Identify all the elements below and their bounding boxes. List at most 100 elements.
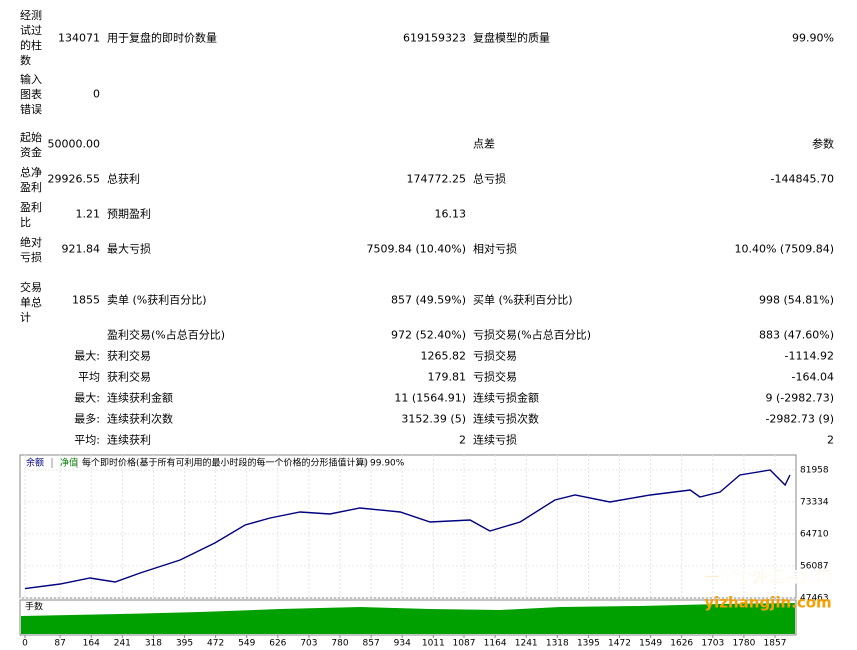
field-label: 总亏损	[473, 172, 506, 186]
field-label: 起始资金	[20, 131, 42, 159]
y-tick-label: 73334	[800, 498, 829, 508]
field-value: 921.84	[61, 242, 101, 256]
field-value: 1855	[72, 293, 100, 307]
field-value: 134071	[58, 31, 100, 45]
x-tick-label: 1626	[670, 639, 693, 649]
field-value: 619159323	[403, 31, 466, 45]
field-value: 7509.84 (10.40%)	[366, 242, 466, 256]
watermark: yizhangjin.com	[704, 594, 831, 612]
field-label: 复盘模型的质量	[473, 31, 550, 45]
x-tick-label: 395	[176, 639, 193, 649]
field-label: 盈利比	[20, 201, 42, 229]
x-tick-label: 1241	[515, 639, 538, 649]
watermark: 一掌金外汇资源网	[704, 568, 832, 587]
y-tick-label: 64710	[800, 530, 829, 540]
balance-line	[24, 469, 791, 590]
volume-label: 手数	[25, 601, 43, 613]
field-value: 0	[93, 87, 100, 101]
field-value: 2	[459, 433, 466, 447]
x-tick-label: 626	[269, 639, 286, 649]
field-label: 相对亏损	[473, 242, 517, 256]
x-tick-label: 87	[54, 639, 65, 649]
field-label: 预期盈利	[107, 207, 151, 221]
x-tick-label: 857	[363, 639, 380, 649]
field-value: 10.40% (7509.84)	[734, 242, 834, 256]
field-label: 亏损交易	[473, 370, 517, 384]
x-tick-label: 1472	[608, 639, 631, 649]
field-label: 点差	[473, 137, 495, 151]
field-value: 3152.39 (5)	[401, 412, 466, 426]
field-label: 用于复盘的即时价数量	[107, 31, 217, 45]
y-tick-label: 81958	[800, 466, 829, 476]
field-label: 经测试过的柱数	[20, 9, 42, 67]
field-value: -1114.92	[784, 349, 834, 363]
field-value: 平均	[78, 370, 100, 384]
x-tick-label: 318	[145, 639, 162, 649]
x-tick-label: 780	[331, 639, 348, 649]
legend-entry: 净值	[60, 457, 78, 469]
y-tick-label: 56087	[800, 561, 829, 571]
field-value: 11 (1564.91)	[394, 391, 466, 405]
legend-entry: 余额	[26, 457, 44, 469]
field-label: 买单 (%获利百分比)	[473, 293, 573, 307]
volume-area	[21, 603, 795, 634]
x-tick-label: 1011	[422, 639, 445, 649]
field-value: 最大:	[74, 349, 100, 363]
field-label: 最大亏损	[107, 242, 151, 256]
field-value: 883 (47.60%)	[758, 328, 834, 342]
field-label: 交易单总计	[20, 281, 42, 324]
x-tick-label: 472	[207, 639, 224, 649]
field-value: 最多:	[74, 412, 100, 426]
field-label: 总净盈利	[20, 166, 42, 194]
field-value: 857 (49.59%)	[390, 293, 466, 307]
x-tick-label: 1857	[764, 639, 787, 649]
field-value: 参数	[812, 137, 834, 151]
x-tick-label: 934	[394, 639, 411, 649]
field-value: 972 (52.40%)	[390, 328, 466, 342]
x-tick-label: 1395	[577, 639, 600, 649]
field-value: 16.13	[434, 207, 467, 221]
x-tick-label: 1703	[701, 639, 724, 649]
x-tick-label: 1549	[639, 639, 662, 649]
field-value: 平均:	[74, 433, 100, 447]
field-label: 亏损交易(%占总百分比)	[473, 328, 592, 342]
main-panel	[19, 454, 797, 599]
field-label: 连续获利次数	[107, 412, 173, 426]
field-label: 连续获利金额	[107, 391, 173, 405]
field-label: 卖单 (%获利百分比)	[107, 293, 207, 307]
field-value: 174772.25	[406, 172, 467, 186]
field-label: 获利交易	[107, 349, 151, 363]
chart-subtitle: 每个即时价格(基于所有可利用的最小时段的每一个价格的分形插值计算)	[82, 457, 368, 469]
x-tick-label: 549	[238, 639, 255, 649]
field-value: 1265.82	[420, 349, 467, 363]
field-value: 9 (-2982.73)	[765, 391, 834, 405]
field-label: 连续亏损次数	[473, 412, 539, 426]
x-tick-label: 1318	[546, 639, 569, 649]
field-label: 总获利	[107, 172, 140, 186]
field-value: -164.04	[791, 370, 834, 384]
y-tick-label: 47463	[800, 594, 829, 604]
x-tick-label: 241	[114, 639, 131, 649]
x-tick-label: 1780	[732, 639, 755, 649]
field-value: 29926.55	[47, 172, 101, 186]
field-value: 998 (54.81%)	[758, 293, 834, 307]
field-label: 连续亏损	[473, 433, 517, 447]
x-tick-label: 0	[22, 639, 28, 649]
field-value: -2982.73 (9)	[765, 412, 834, 426]
field-label: 亏损交易	[473, 349, 517, 363]
field-value: 179.81	[427, 370, 467, 384]
field-label: 获利交易	[107, 370, 151, 384]
x-tick-label: 703	[300, 639, 317, 649]
field-value: 99.90%	[792, 31, 834, 45]
x-tick-label: 164	[83, 639, 100, 649]
field-value: -144845.70	[770, 172, 834, 186]
field-label: 输入图表错误	[20, 73, 42, 116]
field-value: 最大:	[74, 391, 100, 405]
field-label: 连续获利	[107, 433, 151, 447]
field-value: 1.21	[75, 207, 101, 221]
field-label: 连续亏损金额	[473, 391, 539, 405]
field-value: 2	[827, 433, 834, 447]
quality: 99.90%	[370, 459, 405, 469]
